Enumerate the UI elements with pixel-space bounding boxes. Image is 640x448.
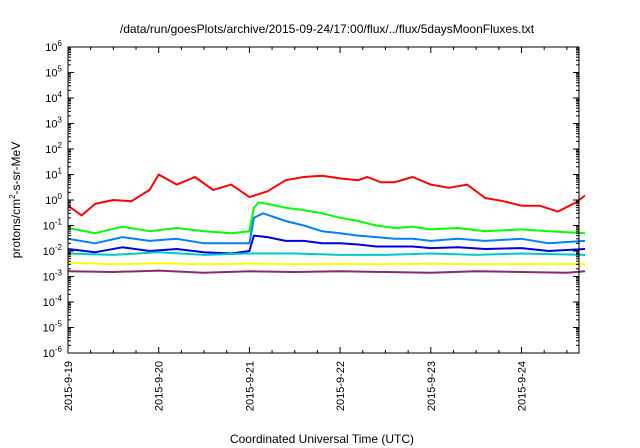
y-tick-label-5: 101: [45, 167, 62, 182]
ticks-layer: 106 105 104 103 102 101 100 10-1 10-2 10-3 10-4 10-…: [43, 39, 579, 411]
y-axis-label-sup: 2: [8, 194, 17, 199]
y-tick-label-7: 10-1: [43, 218, 63, 233]
y-tick-label-8: 10-2: [43, 243, 63, 258]
y-tick-label-4: 102: [45, 141, 62, 156]
series-line-3: [67, 212, 586, 245]
y-tick-label-0: 106: [45, 39, 62, 54]
x-axis-label: Coordinated Universal Time (UTC): [230, 432, 414, 446]
x-tick-label-5: 2015-9-24: [517, 361, 529, 411]
chart-title: /data/run/goesPlots/archive/2015-09-24/1…: [120, 22, 535, 36]
x-tick-label-1: 2015-9-20: [154, 361, 166, 411]
y-axis-label: protons/cm2-s-sr-MeV: [8, 142, 23, 258]
series-line-1: [67, 173, 586, 217]
plot-frame: [67, 46, 580, 354]
x-tick-label-2: 2015-9-21: [244, 361, 256, 411]
y-tick-label-3: 103: [45, 116, 62, 131]
y-tick-label-12: 10-6: [43, 345, 63, 360]
x-tick-label-4: 2015-9-23: [426, 361, 438, 411]
y-axis-label-rest: -s-sr-MeV: [9, 142, 23, 195]
x-tick-label-3: 2015-9-22: [335, 361, 347, 411]
series-line-4: [67, 234, 586, 255]
y-tick-label-10: 10-4: [43, 294, 63, 309]
y-tick-label-1: 105: [45, 65, 62, 80]
series-line-6: [67, 261, 586, 266]
x-tick-label-0: 2015-9-19: [63, 361, 75, 411]
y-tick-label-9: 10-3: [43, 269, 63, 284]
y-tick-label-2: 104: [45, 90, 62, 105]
y-tick-label-6: 100: [45, 192, 62, 207]
series-line-2: [67, 201, 586, 235]
series-layer: [67, 173, 586, 274]
series-line-7: [67, 269, 586, 274]
y-tick-label-11: 10-5: [43, 320, 63, 335]
y-axis-label-base: protons/cm: [9, 199, 23, 258]
series-line-5: [67, 251, 586, 256]
